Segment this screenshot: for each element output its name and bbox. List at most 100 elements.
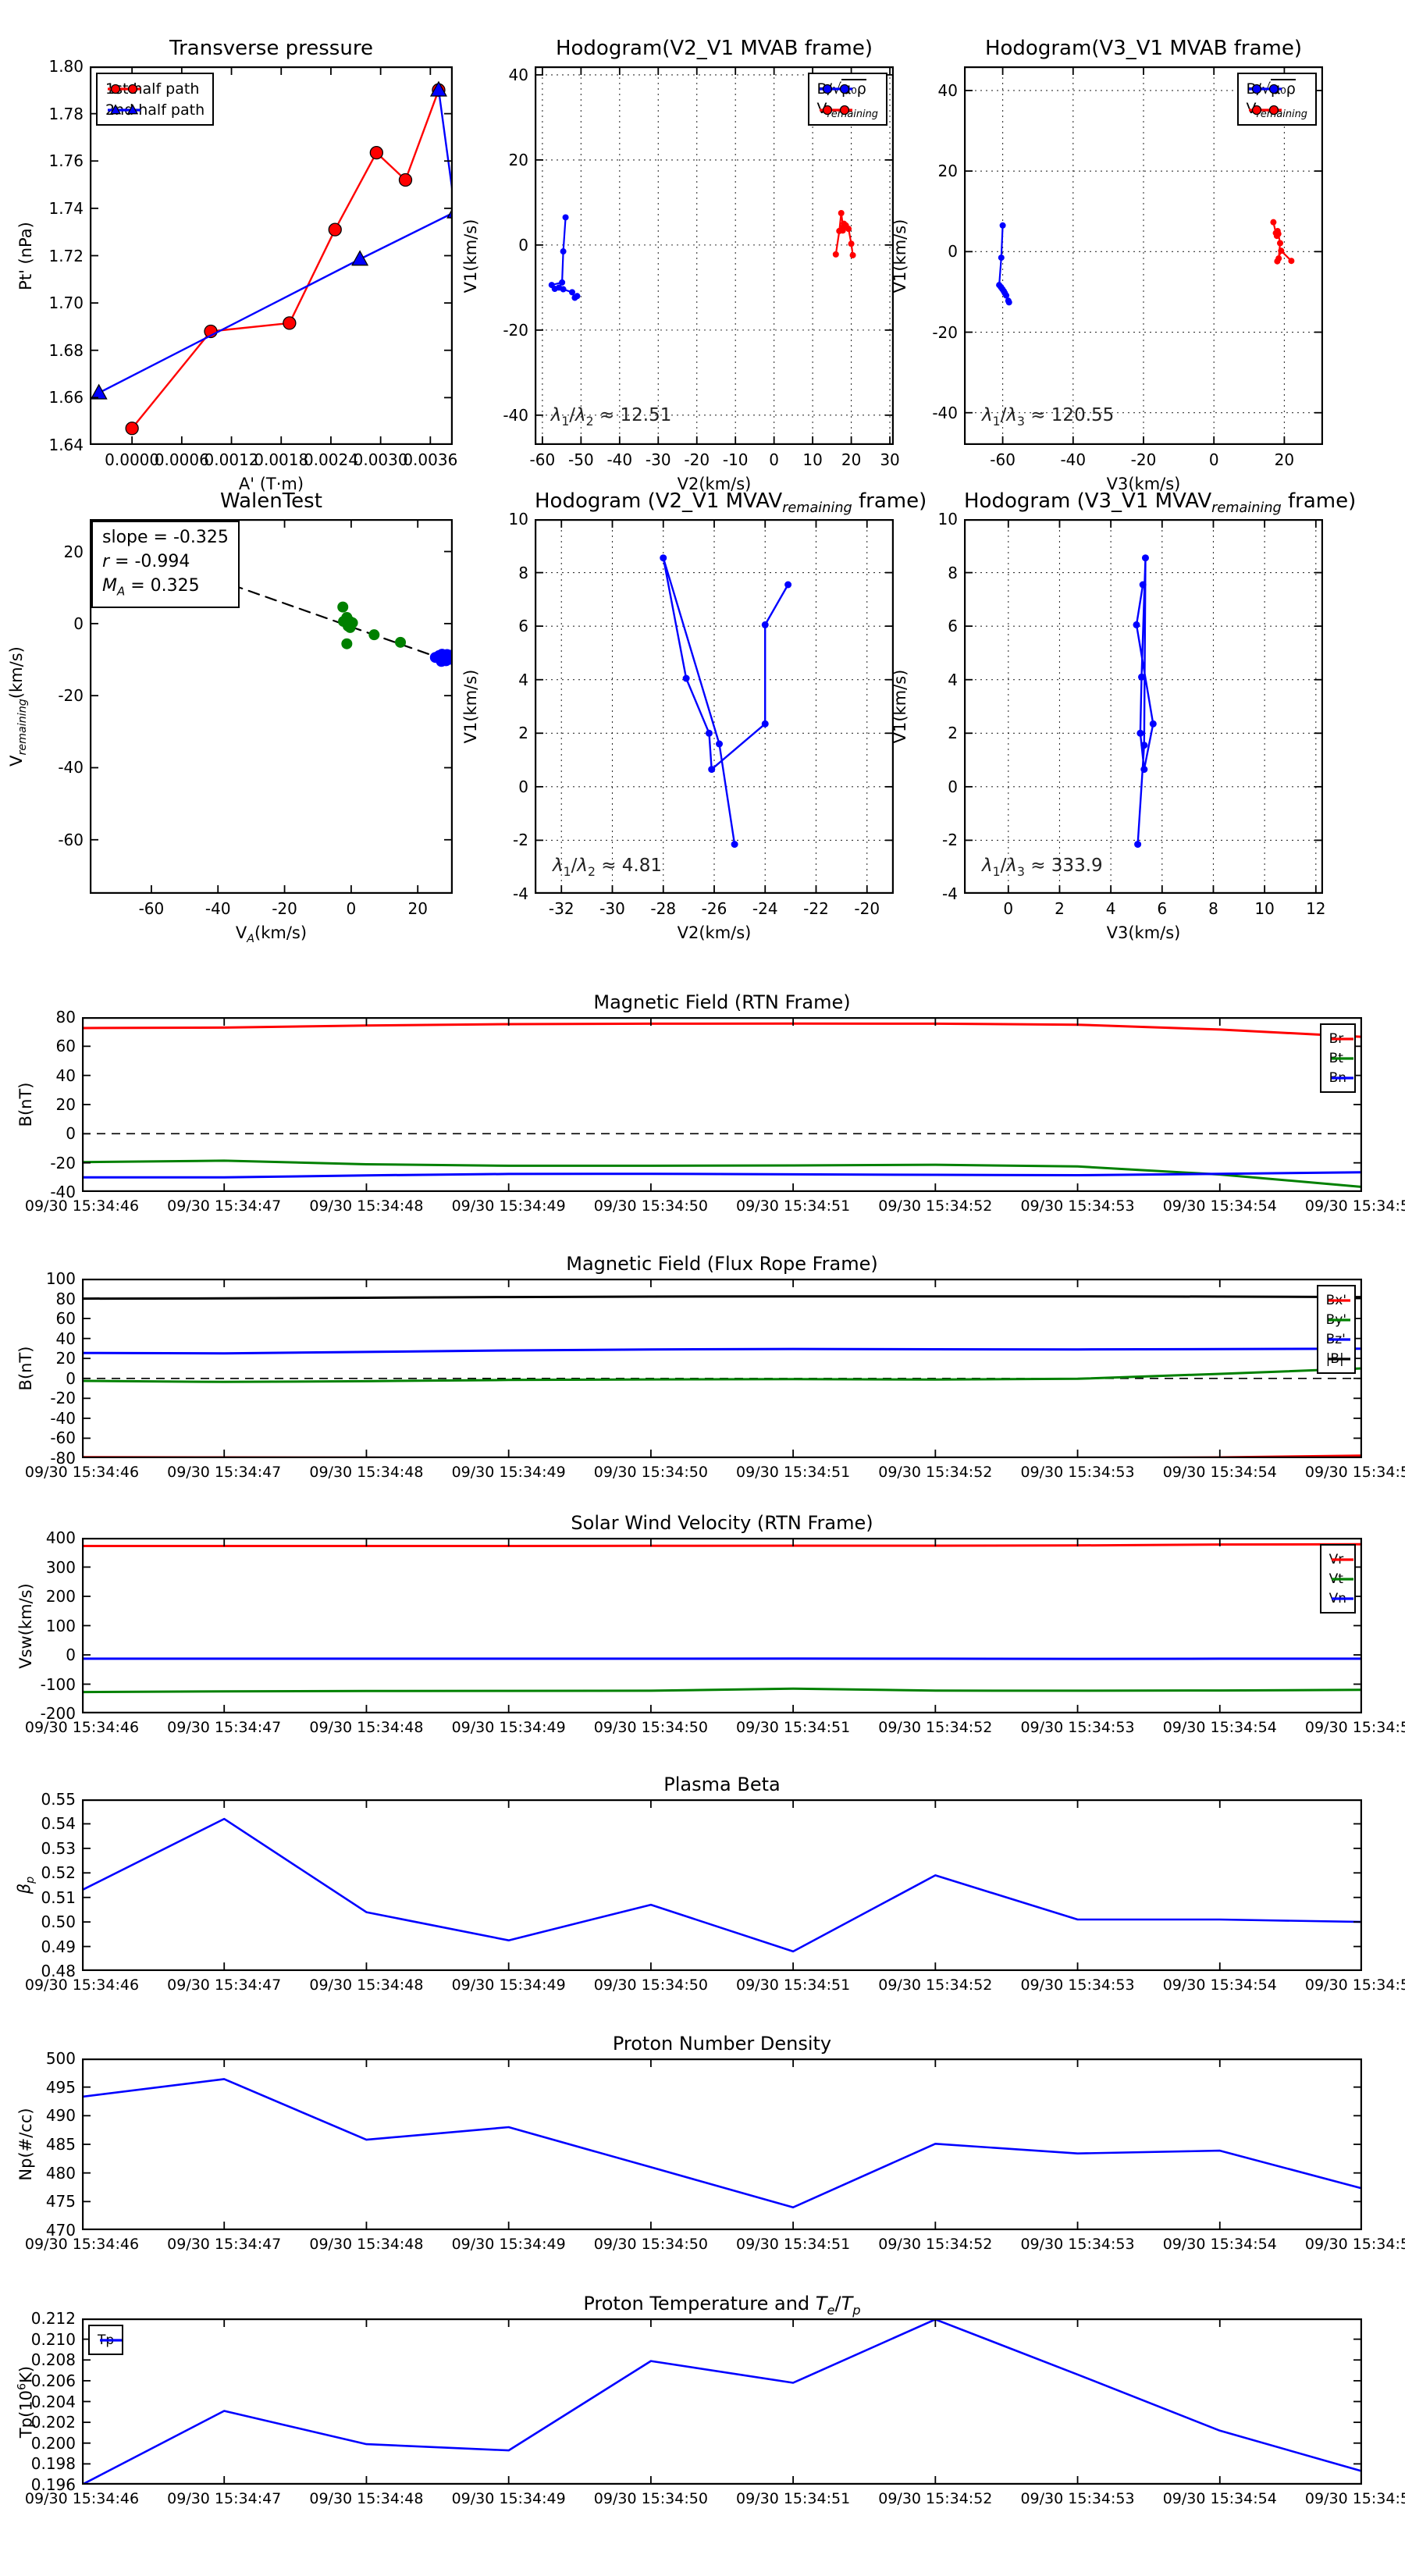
legend-sample-line <box>100 2338 122 2342</box>
x-tick-label: -20 <box>272 899 297 918</box>
series-marker-cluster-green <box>368 629 380 641</box>
series-marker-V-remaining <box>1278 247 1285 254</box>
y-tick-label: 4 <box>948 670 958 689</box>
y-tick-label: 20 <box>508 150 528 169</box>
y-axis-label-vremaining: Vremaining(km/s) <box>6 646 30 767</box>
series-marker-V-remaining <box>1275 230 1282 237</box>
y-tick-label: -20 <box>50 1153 76 1172</box>
x-axis-label-v2-mvav: V2(km/s) <box>677 923 752 942</box>
y-tick-label: 80 <box>55 1289 76 1308</box>
series-marker-V-remaining <box>832 251 839 258</box>
series-marker-v-path <box>1138 673 1146 681</box>
x-tick-label: 09/30 15:34:50 <box>593 1976 708 1994</box>
x-tick-label: 10 <box>1254 899 1275 918</box>
y-tick-label: 0.212 <box>30 2309 76 2328</box>
x-tick-label: -10 <box>722 450 749 469</box>
x-axis-label-aprime: A' (T·m) <box>238 475 304 493</box>
panel-title-proton-temperature: Proton Temperature and Te/Tp <box>583 2293 861 2318</box>
y-tick-label: 0.204 <box>30 2392 76 2411</box>
x-tick-label: 09/30 15:34:46 <box>24 1976 140 1994</box>
y-tick-label: 40 <box>937 80 958 100</box>
x-tick-label: 09/30 15:34:46 <box>24 2490 140 2507</box>
x-tick-label: 09/30 15:34:53 <box>1020 1976 1135 1994</box>
y-axis-label-v1-a: V1(km/s) <box>461 219 480 293</box>
axes-frame <box>82 2058 1362 2230</box>
x-tick-label: 09/30 15:34:50 <box>593 1197 708 1215</box>
x-tick-label: 09/30 15:34:49 <box>451 1976 566 1994</box>
panel-title-hodogram-v2v1-mvav: Hodogram (V2_V1 MVAVremaining frame) <box>535 489 927 517</box>
y-tick-label: 1.68 <box>48 340 84 360</box>
y-tick-label: -2 <box>513 831 528 850</box>
y-tick-label: 0 <box>66 1124 76 1144</box>
panel-title-hodogram-v2v1-mvab: Hodogram(V2_V1 MVAB frame) <box>555 37 873 60</box>
plasma-beta-plot-bg <box>82 1799 1362 1971</box>
x-tick-label: 09/30 15:34:53 <box>1020 2236 1135 2253</box>
series-marker-2nd half path <box>90 383 108 400</box>
x-tick-label: 09/30 15:34:47 <box>167 1197 282 1215</box>
series-marker-V-remaining <box>838 210 845 217</box>
legend-label: 2nd half path <box>105 101 205 119</box>
x-tick-label: 09/30 15:34:47 <box>167 1976 282 1994</box>
axes-frame <box>535 519 894 894</box>
x-tick-label: 09/30 15:34:46 <box>24 2236 140 2253</box>
panel-title-magnetic-field-rtn: Magnetic Field (RTN Frame) <box>593 991 851 1013</box>
series-marker-v-path <box>682 674 690 682</box>
y-tick-label: 490 <box>45 2106 76 2126</box>
y-tick-label: 0.206 <box>30 2371 76 2390</box>
x-tick-label: 09/30 15:34:49 <box>451 1719 566 1736</box>
x-tick-label: 09/30 15:34:48 <box>309 1719 424 1736</box>
series-line-|B| <box>82 1295 1362 1300</box>
x-tick-label: 09/30 15:34:52 <box>878 1719 993 1736</box>
y-tick-label: -100 <box>40 1674 76 1694</box>
legend-item: Vt <box>1329 1569 1353 1589</box>
y-tick-label: 2 <box>948 724 958 743</box>
x-tick-label: -60 <box>990 450 1016 469</box>
y-tick-label: 475 <box>45 2192 76 2211</box>
x-tick-label: 09/30 15:34:54 <box>1162 1719 1277 1736</box>
x-tick-label: 09/30 15:34:50 <box>593 2236 708 2253</box>
legend-marker <box>839 105 849 115</box>
series-marker-cluster-green <box>341 638 353 649</box>
x-tick-label: 09/30 15:34:47 <box>167 2236 282 2253</box>
axes-frame <box>90 519 453 894</box>
transverse-pressure-plot-area <box>90 66 453 445</box>
y-tick-label: 40 <box>55 1329 76 1348</box>
legend-item: Vremaining <box>817 99 878 120</box>
x-tick-label: 09/30 15:34:55 <box>1304 2236 1405 2253</box>
x-tick-label: 0.0000 <box>105 450 160 469</box>
hodogram-v2v1-mvav-annotation: λ1/λ2 ≈ 4.81 <box>553 856 663 880</box>
x-tick-label: 09/30 15:34:53 <box>1020 1464 1135 1481</box>
legend-marker <box>1268 105 1279 115</box>
series-line-Np <box>82 2078 1362 2208</box>
x-tick-label: 09/30 15:34:52 <box>878 2490 993 2507</box>
y-tick-label: 500 <box>45 2049 76 2068</box>
legend-sample-line <box>1248 105 1282 115</box>
y-tick-label: -20 <box>503 320 528 340</box>
series-marker-V-remaining <box>849 251 856 258</box>
x-tick-label: 8 <box>1208 899 1218 918</box>
legend-marker <box>822 84 832 94</box>
x-tick-label: -22 <box>803 899 829 918</box>
legend-sample-line <box>1331 1577 1353 1581</box>
walen-test-info-box: slope = -0.325 r = -0.994 MA = 0.325 <box>91 521 240 609</box>
legend-sample-line <box>1331 1037 1353 1041</box>
series-marker-v-path <box>1136 729 1144 737</box>
legend-item: By' <box>1326 1310 1350 1329</box>
legend-item: Tp <box>98 2330 122 2350</box>
x-tick-label: 09/30 15:34:49 <box>451 2236 566 2253</box>
y-tick-label: 1.76 <box>48 151 84 171</box>
legend-item: Br <box>1329 1029 1353 1048</box>
hodogram-v2v1-mvab-annotation: λ1/λ2 ≈ 12.51 <box>550 404 672 429</box>
series-marker-cluster-green <box>337 601 349 613</box>
x-tick-label: -24 <box>752 899 778 918</box>
x-tick-label: 09/30 15:34:53 <box>1020 1719 1135 1736</box>
y-tick-label: 10 <box>508 510 528 528</box>
y-tick-label: 60 <box>55 1037 76 1056</box>
legend-item: Bx' <box>1326 1290 1350 1310</box>
series-marker-B-alfven <box>998 254 1005 262</box>
x-tick-label: 0.0006 <box>154 450 209 469</box>
legend-marker <box>1268 84 1279 94</box>
x-tick-label: -40 <box>1060 450 1087 469</box>
axes-frame <box>82 2318 1362 2485</box>
